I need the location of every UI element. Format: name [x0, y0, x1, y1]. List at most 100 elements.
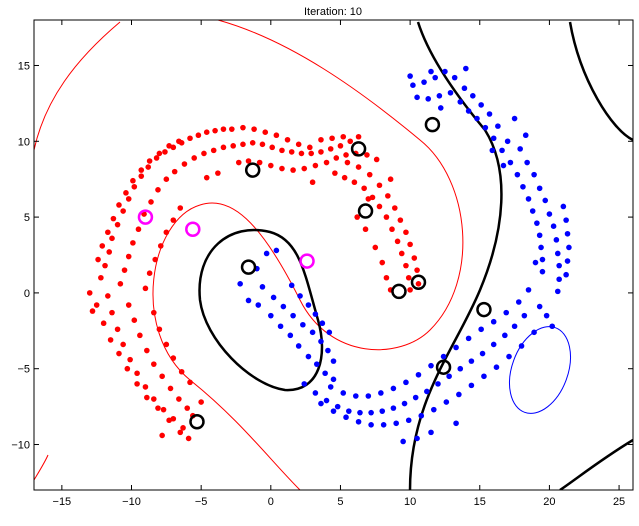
blue-data-point — [542, 197, 549, 204]
blue-data-point — [534, 220, 540, 226]
red-data-point — [187, 135, 193, 142]
red-data-point — [163, 176, 170, 182]
blue-data-point — [531, 329, 537, 336]
blue-data-point — [437, 105, 444, 111]
support-vector-ring — [424, 116, 441, 133]
blue-data-point — [468, 358, 475, 364]
red-data-point — [99, 243, 106, 249]
blue-data-point — [424, 388, 430, 395]
blue-data-point — [482, 124, 489, 131]
blue-data-point — [499, 147, 505, 154]
blue-data-point — [287, 332, 294, 339]
red-data-point — [372, 244, 379, 251]
y-tick-label: 15 — [18, 60, 30, 72]
blue-data-point — [553, 237, 560, 243]
red-data-point — [106, 249, 113, 255]
red-data-point — [141, 211, 147, 217]
blue-data-point — [538, 244, 544, 251]
blue-data-point — [511, 115, 518, 122]
red-data-point — [152, 256, 158, 263]
blue-data-point — [479, 350, 486, 357]
red-data-point — [151, 309, 157, 316]
blue-data-point — [425, 96, 432, 102]
red-data-point — [144, 394, 150, 401]
red-data-point — [114, 326, 121, 333]
red-data-point — [333, 155, 340, 161]
red-data-point — [212, 127, 218, 134]
red-data-point — [201, 150, 207, 157]
support-vector-ring — [476, 301, 492, 318]
red-data-point — [383, 214, 390, 220]
blue-data-point — [288, 282, 295, 289]
red-data-point — [100, 320, 107, 327]
support-vector-ring — [189, 414, 205, 430]
blue-data-point — [378, 390, 384, 396]
red-data-point — [105, 229, 111, 236]
blue-data-point — [318, 400, 324, 407]
red-data-point — [131, 317, 138, 323]
red-data-point — [145, 164, 152, 170]
blue-data-point — [506, 353, 512, 360]
red-data-point — [151, 396, 157, 402]
red-data-point — [318, 149, 324, 155]
red-data-point — [312, 162, 319, 169]
red-data-point — [301, 165, 308, 172]
blue-data-point — [456, 391, 462, 398]
red-data-point — [151, 361, 157, 367]
blue-data-point — [270, 294, 277, 301]
red-data-point — [340, 133, 347, 140]
blue-data-point — [405, 417, 412, 424]
red-data-point — [332, 170, 338, 176]
blue-data-point — [490, 341, 497, 348]
blue-data-point — [525, 196, 532, 202]
blue-data-point — [543, 312, 550, 319]
red-data-point — [156, 150, 163, 157]
support-vector-ring — [244, 162, 261, 178]
blue-data-point — [312, 311, 319, 317]
blue-data-point — [430, 406, 437, 413]
red-data-point — [195, 132, 202, 139]
support-vector-ring — [435, 359, 452, 375]
blue-data-point — [563, 217, 569, 223]
blue-data-point — [280, 303, 287, 310]
red-data-point — [343, 152, 349, 158]
blue-data-point — [401, 400, 408, 407]
red-data-point — [170, 217, 177, 223]
red-data-point — [116, 350, 122, 357]
red-data-point — [185, 435, 192, 442]
blue-data-point — [357, 409, 363, 416]
blue-data-point — [531, 171, 537, 178]
blue-data-point — [273, 247, 280, 254]
red-data-point — [116, 202, 122, 208]
red-data-point — [155, 187, 161, 193]
blue-data-point — [414, 94, 420, 101]
red-data-point — [102, 262, 108, 269]
blue-data-point — [463, 65, 469, 72]
blue-data-point — [259, 284, 266, 290]
red-data-point — [235, 159, 242, 166]
blue-data-point — [418, 412, 425, 419]
blue-data-point — [415, 371, 422, 378]
support-vector-ring — [410, 274, 427, 291]
blue-data-point — [407, 73, 413, 79]
red-data-point — [341, 174, 348, 181]
red-data-point — [167, 385, 174, 392]
red-data-point — [385, 193, 391, 199]
blue-data-point — [481, 373, 487, 380]
red-data-point — [124, 365, 131, 372]
chart-title: Iteration: 10 — [304, 6, 362, 18]
red-data-point — [383, 274, 390, 281]
blue-data-point — [520, 183, 526, 190]
red-data-point — [98, 274, 104, 281]
x-tick-label: 25 — [613, 496, 625, 508]
blue-data-point — [502, 332, 508, 339]
blue-data-point — [326, 329, 333, 336]
red-data-point — [397, 217, 404, 223]
blue-data-point — [330, 358, 337, 364]
red-data-point — [230, 143, 237, 149]
red-data-point — [414, 267, 420, 273]
red-data-point — [146, 270, 153, 276]
x-tick-label: 5 — [337, 496, 343, 508]
red-data-point — [114, 221, 121, 228]
